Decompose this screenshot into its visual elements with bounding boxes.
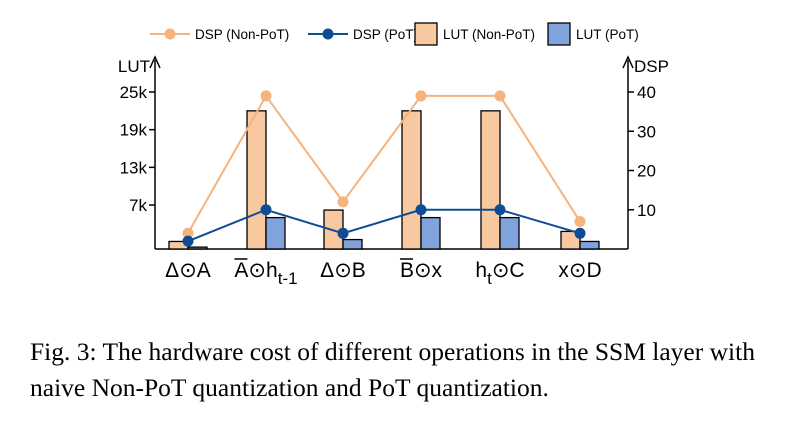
bar-lut-non-pot <box>401 110 422 250</box>
point-dsp-non-pot <box>260 90 272 102</box>
point-dsp-non-pot <box>415 90 427 102</box>
point-dsp-non-pot <box>574 216 586 228</box>
legend-label: LUT (PoT) <box>576 27 639 42</box>
bar-lut-pot <box>420 216 441 250</box>
point-dsp-pot <box>260 204 272 216</box>
x-tick-label: A⊙ht-1 <box>234 259 297 288</box>
chart-lines <box>182 90 586 247</box>
point-dsp-pot <box>337 227 349 239</box>
chart-axes: LUT DSP 7k 13k 19k 25k 10 20 30 40 <box>118 55 669 250</box>
x-tick-label: ht⊙C <box>475 259 524 288</box>
bar-lut-pot <box>342 238 363 250</box>
legend-marker <box>164 28 176 40</box>
left-tick-label: 13k <box>120 158 148 177</box>
right-tick-label: 10 <box>637 201 656 220</box>
right-axis-label: DSP <box>634 57 669 76</box>
figure-caption: Fig. 3: The hardware cost of different o… <box>30 337 755 402</box>
point-dsp-pot <box>415 204 427 216</box>
legend-bar-swatch <box>414 22 438 46</box>
bar-lut-pot <box>187 246 208 250</box>
left-axis-label: LUT <box>118 57 150 76</box>
bar-lut-pot <box>265 216 286 250</box>
legend-marker <box>322 28 334 40</box>
chart-bars <box>168 110 600 250</box>
chart-legend: DSP (Non-PoT) DSP (PoT) LUT (Non-PoT) LUT (… <box>150 22 639 46</box>
left-tick-label: 19k <box>120 121 148 140</box>
point-dsp-pot <box>182 235 194 247</box>
left-tick-label: 7k <box>129 196 147 215</box>
bar-lut-pot <box>499 216 520 250</box>
x-tick-label: x⊙D <box>558 259 601 282</box>
point-dsp-non-pot <box>494 90 506 102</box>
legend-label: DSP (Non-PoT) <box>195 27 289 42</box>
left-axis-arrow <box>149 55 161 69</box>
legend-label: DSP (PoT) <box>353 27 418 42</box>
point-dsp-pot <box>494 204 506 216</box>
left-tick-label: 25k <box>120 83 148 102</box>
right-tick-label: 40 <box>637 83 656 102</box>
right-tick-label: 30 <box>637 122 656 141</box>
bar-lut-non-pot <box>246 110 267 250</box>
right-axis-arrow <box>622 55 634 69</box>
x-tick-label: B⊙x <box>400 259 443 282</box>
legend-label: LUT (Non-PoT) <box>443 27 535 42</box>
x-tick-label: Δ⊙B <box>320 259 366 282</box>
line-dsp-pot <box>187 208 581 243</box>
x-tick-labels: Δ⊙A A⊙ht-1 Δ⊙B B⊙x ht⊙C x⊙D <box>165 258 602 288</box>
legend-bar-swatch <box>547 22 571 46</box>
right-tick-label: 20 <box>637 162 656 181</box>
bar-lut-non-pot <box>480 110 501 250</box>
point-dsp-pot <box>574 227 586 239</box>
point-dsp-non-pot <box>182 227 194 239</box>
x-tick-label: Δ⊙A <box>165 259 211 282</box>
hardware-cost-chart: DSP (Non-PoT) DSP (PoT) LUT (Non-PoT) LUT (… <box>118 22 669 288</box>
line-dsp-non-pot <box>187 94 581 234</box>
bar-lut-pot <box>579 240 600 250</box>
point-dsp-non-pot <box>337 196 349 208</box>
